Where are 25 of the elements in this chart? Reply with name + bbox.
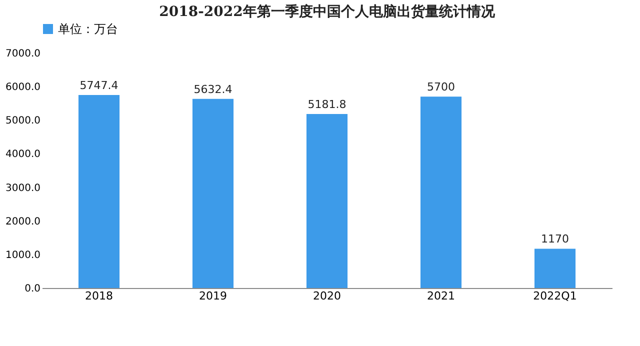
y-tick-label: 2000.0: [6, 216, 40, 228]
bar: [534, 248, 576, 288]
y-tick-label: 6000.0: [6, 82, 40, 94]
data-label: 1170: [541, 232, 569, 246]
y-tick-label: 0.0: [24, 284, 40, 294]
y-tick-label: 4000.0: [6, 149, 40, 160]
data-label: 5181.8: [308, 98, 346, 112]
legend-label: 单位：万台: [58, 22, 118, 36]
y-tick-label: 7000.0: [6, 48, 40, 60]
data-label: 5700: [427, 80, 455, 94]
data-label: 5747.4: [80, 79, 118, 92]
y-tick-label: 5000.0: [6, 116, 40, 127]
x-tick-label: 2021: [427, 290, 455, 302]
bar: [420, 96, 462, 288]
bar: [306, 114, 348, 288]
x-tick-label: 2022Q1: [533, 290, 577, 302]
x-tick-label: 2018: [85, 290, 113, 302]
bar: [192, 98, 234, 288]
data-label: 5632.4: [194, 82, 232, 96]
chart-title: 2018-2022年第一季度中国个人电脑出货量统计情况: [159, 3, 496, 20]
y-tick-label: 3000.0: [6, 182, 40, 194]
bar: [78, 95, 120, 288]
y-tick-label: 1000.0: [6, 250, 40, 261]
x-tick-label: 2020: [313, 290, 341, 302]
x-tick-label: 2019: [199, 290, 227, 302]
